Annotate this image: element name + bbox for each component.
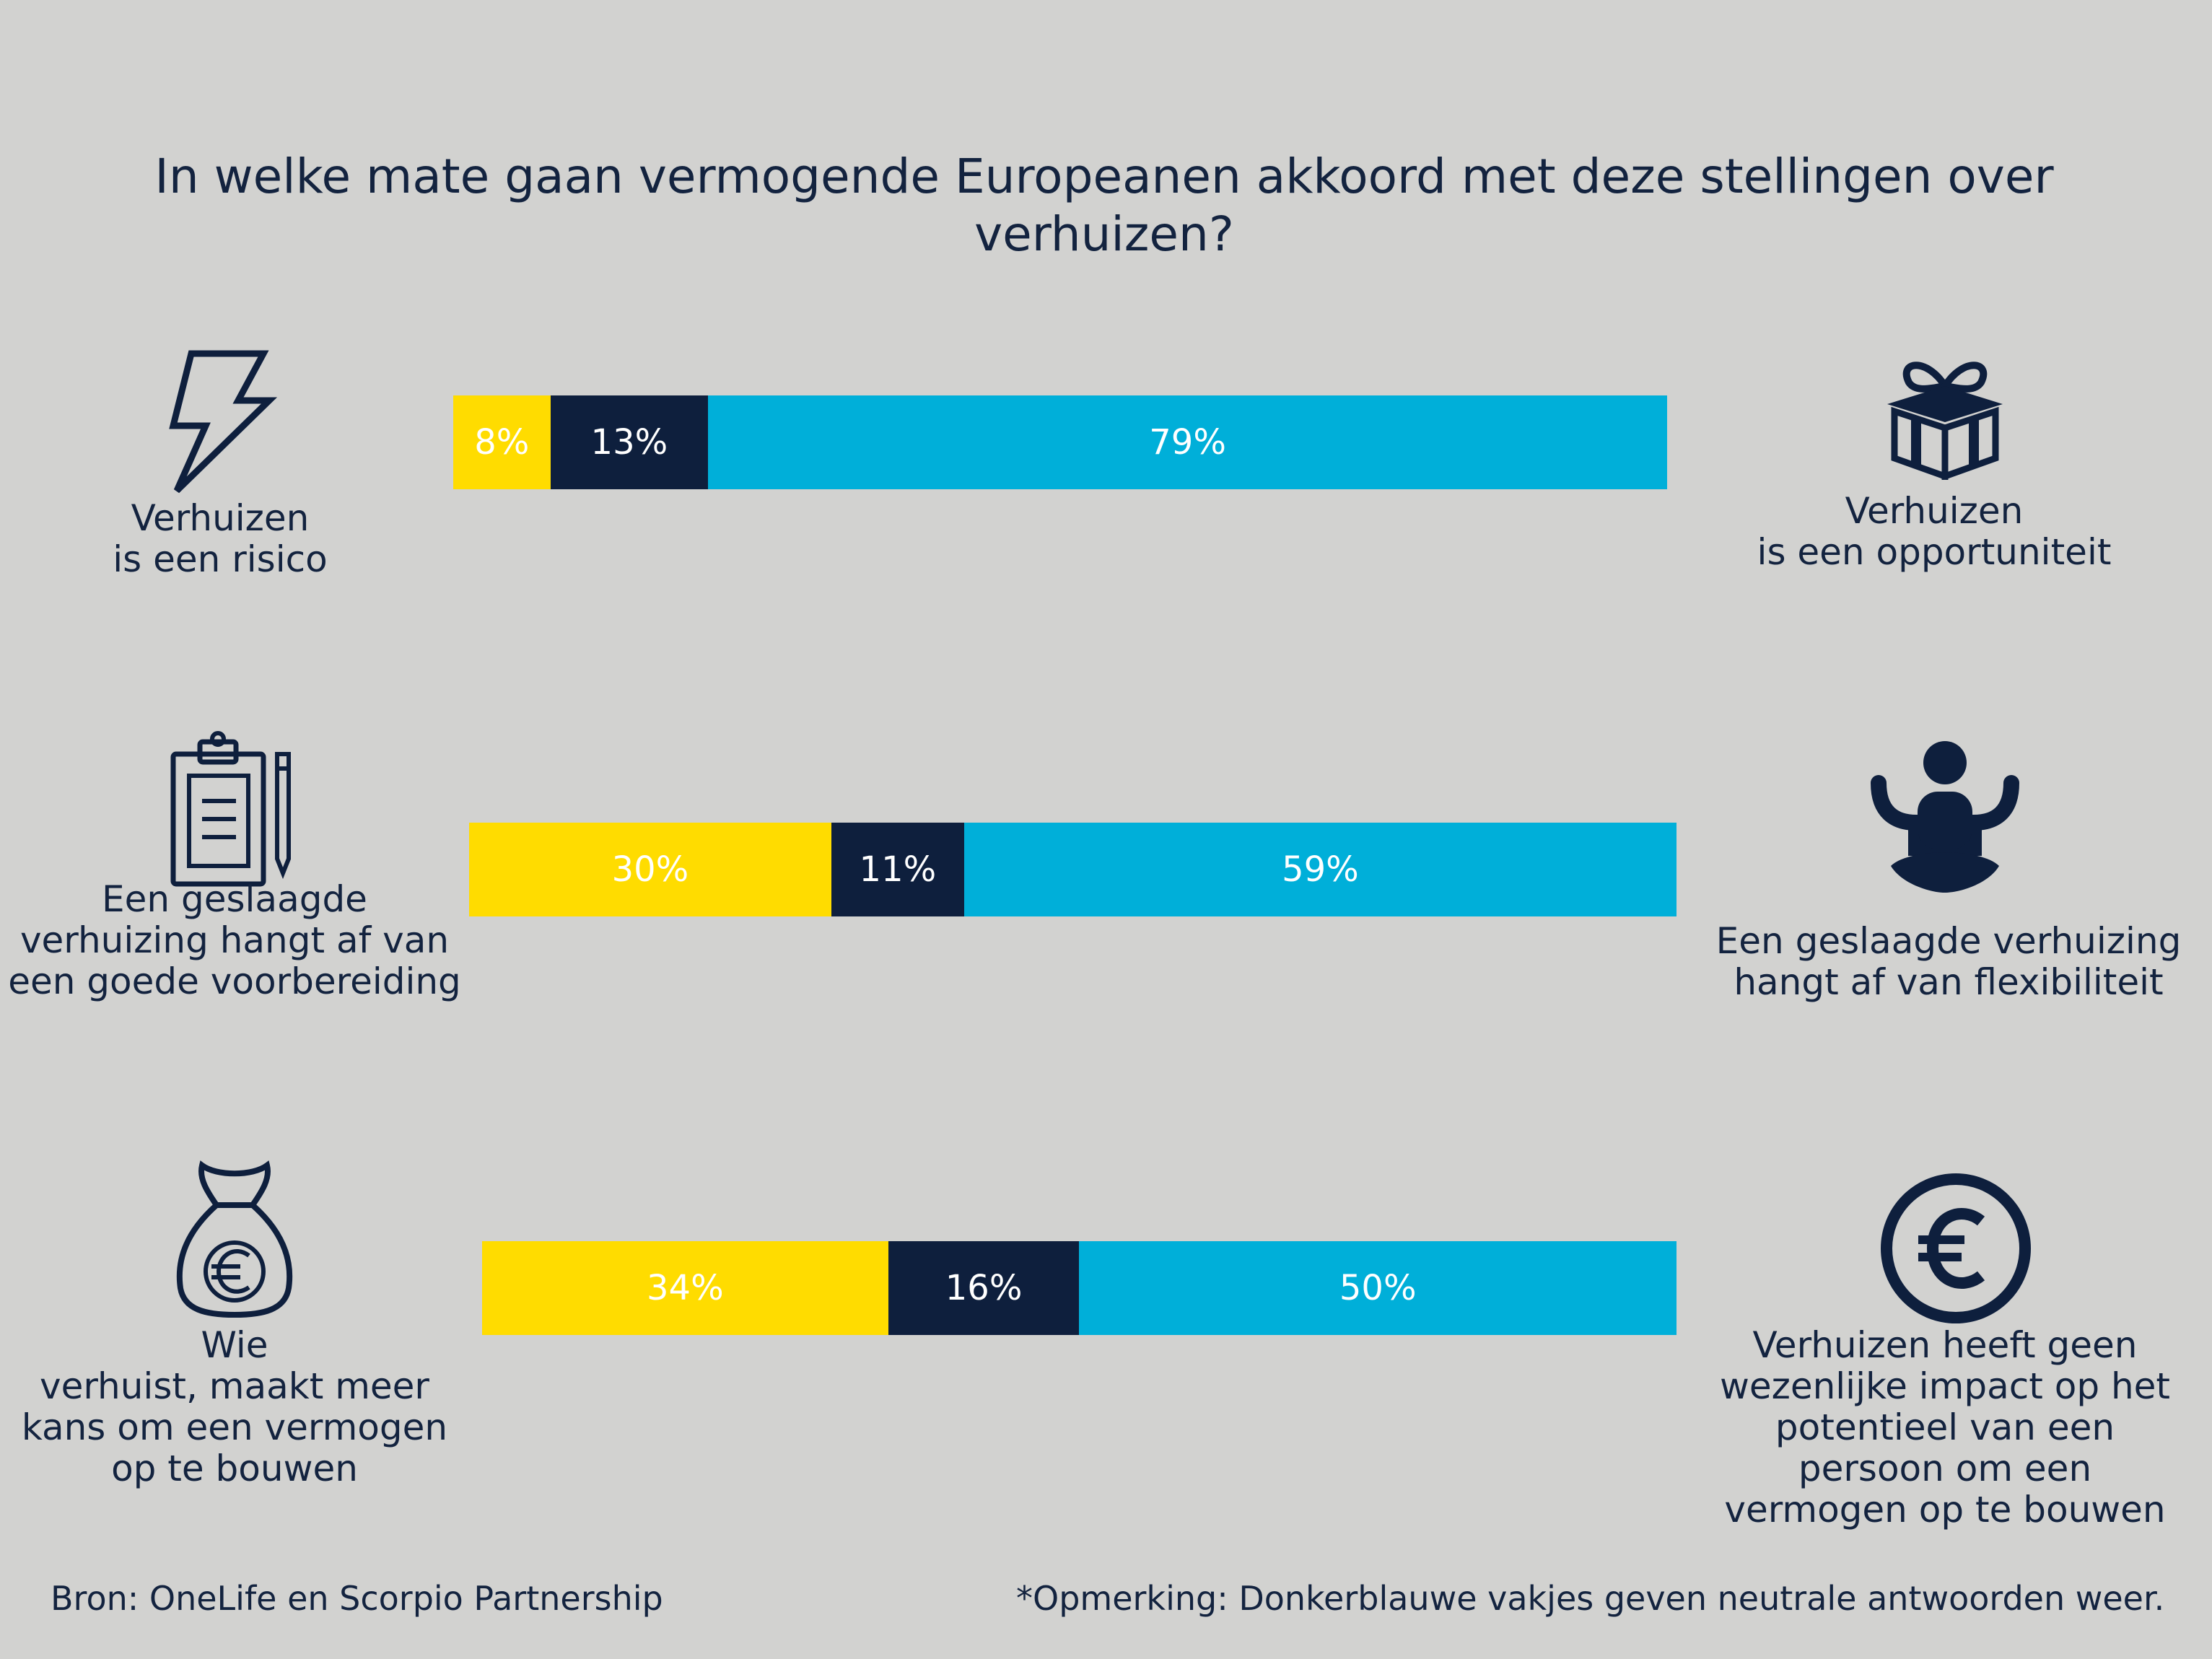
row-3-left-label: Wie verhuist, maakt meer kans om een ver… <box>21 1324 448 1489</box>
row-2-bar: 30% 11% 59% <box>469 823 1677 916</box>
euro-coin-icon <box>1881 1173 2031 1323</box>
row-2-right-label: Een geslaagde verhuizing hangt af van fl… <box>1715 920 2182 1003</box>
row-1-bar: 8% 13% 79% <box>453 395 1667 489</box>
title-line-1: In welke mate gaan vermogende Europeanen… <box>154 149 2054 204</box>
row-1-right-segment: 79% <box>708 395 1667 489</box>
row-3-left-segment: 34% <box>482 1241 888 1335</box>
row-2-left-segment: 30% <box>469 823 831 916</box>
row-3-right-segment: 50% <box>1079 1241 1677 1335</box>
money-bag-euro-icon <box>176 1160 293 1318</box>
row-2-left-label: Een geslaagde verhuizing hangt af van ee… <box>8 878 461 1002</box>
gift-icon <box>1887 362 2003 480</box>
row-1-right-label: Verhuizen is een opportuniteit <box>1757 490 2112 573</box>
title-line-2: verhuizen? <box>974 206 1234 262</box>
source-note: Bron: OneLife en Scorpio Partnership <box>51 1579 663 1618</box>
lightning-icon <box>169 350 278 494</box>
row-2-right-segment: 59% <box>963 823 1677 916</box>
row-2-neutral-segment: 11% <box>831 823 964 916</box>
row-3-bar: 34% 16% 50% <box>482 1241 1677 1335</box>
row-3-neutral-segment: 16% <box>888 1241 1080 1335</box>
row-1-neutral-segment: 13% <box>550 395 709 489</box>
row-3-right-label: Verhuizen heeft geen wezenlijke impact o… <box>1719 1324 2171 1531</box>
row-1-left-segment: 8% <box>453 395 551 489</box>
chart-title: In welke mate gaan vermogende Europeanen… <box>58 148 2151 263</box>
row-1-left-label: Verhuizen is een risico <box>113 497 328 580</box>
neutral-note: *Opmerking: Donkerblauwe vakjes geven ne… <box>1016 1579 2165 1618</box>
meditation-icon <box>1871 741 2019 893</box>
clipboard-icon <box>170 731 291 887</box>
